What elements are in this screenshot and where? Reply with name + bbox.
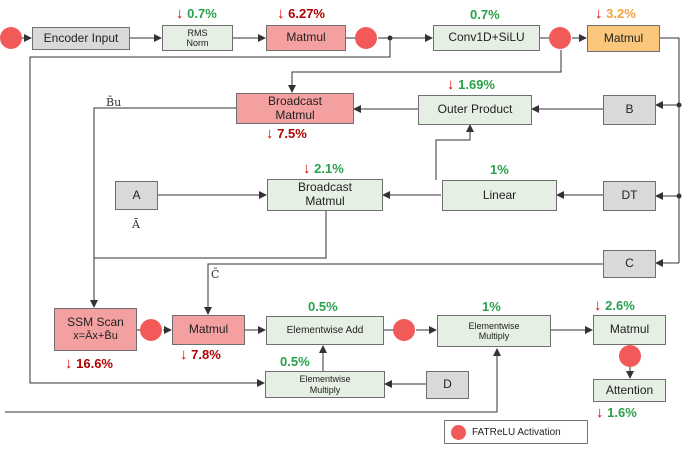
matmul-4-label: Matmul: [609, 322, 650, 337]
a-label: A: [132, 187, 141, 202]
rms-norm-delta: ↓ 0.7%: [176, 5, 217, 22]
conv-label: Conv1D+SiLU: [448, 30, 525, 45]
matmul-1-label: Matmul: [286, 30, 326, 45]
broadcast-matmul-2-line1: Broadcast: [297, 180, 353, 195]
matmul-2-delta: ↓ 3.2%: [595, 5, 636, 22]
ssm-scan-node: SSM Scan x=Āx+B̄u: [54, 308, 137, 351]
elementwise-add-delta: 0.5%: [308, 299, 338, 314]
broadcast-matmul-node-2: Broadcast Matmul: [267, 179, 383, 211]
dt-label: DT: [621, 188, 638, 203]
conv1d-silu-node: Conv1D+SiLU: [433, 25, 540, 51]
bu-symbol: B̄u: [106, 96, 122, 109]
outer-product-node: Outer Product: [418, 95, 532, 125]
rms-norm-node: RMS Norm: [162, 25, 233, 51]
c-node: C: [603, 250, 656, 278]
ssm-scan-line1: SSM Scan: [67, 315, 124, 330]
fatrelu-activation-dot-matmul: [355, 27, 377, 49]
legend-label: FATReLU Activation: [472, 426, 561, 438]
attention-delta: ↓ 1.6%: [596, 404, 637, 421]
attention-node: Attention: [593, 379, 666, 402]
ssm-scan-line2: x=Āx+B̄u: [73, 330, 118, 343]
elementwise-multiply-2-line2: Multiply: [309, 384, 341, 395]
c-label: C: [625, 256, 634, 271]
d-label: D: [443, 377, 452, 392]
elementwise-multiply-1-line1: Elementwise: [468, 320, 520, 331]
b-node: B: [603, 95, 656, 125]
broadcast-matmul-2-line2: Matmul: [305, 194, 345, 208]
fatrelu-activation-dot-attention: [619, 345, 641, 367]
conv-delta: 0.7%: [470, 7, 500, 22]
legend-activation-dot: [451, 424, 466, 440]
elementwise-multiply-2-line1: Elementwise: [299, 374, 351, 385]
ssm-scan-delta: ↓ 16.6%: [65, 355, 113, 372]
fatrelu-activation-dot-conv: [549, 27, 571, 49]
matmul-3-delta: ↓ 7.8%: [180, 346, 221, 363]
attention-label: Attention: [605, 382, 654, 397]
encoder-input-node: Encoder Input: [32, 27, 130, 50]
broadcast-matmul-1-line1: Broadcast: [267, 93, 323, 108]
elementwise-multiply-1-delta: 1%: [482, 299, 501, 314]
dt-node: DT: [603, 181, 656, 211]
matmul-4-delta: ↓ 2.6%: [594, 297, 635, 314]
rms-norm-label-line2: Norm: [186, 38, 209, 48]
broadcast-matmul-1-delta: ↓ 7.5%: [266, 125, 307, 142]
b-label: B: [625, 102, 634, 117]
fatrelu-activation-dot-add: [393, 319, 415, 341]
encoder-input-label: Encoder Input: [43, 30, 119, 45]
broadcast-matmul-node-1: Broadcast Matmul: [236, 93, 354, 124]
elementwise-add-label: Elementwise Add: [286, 324, 364, 336]
elementwise-multiply-1-line2: Multiply: [478, 331, 510, 341]
a-node: A: [115, 181, 158, 210]
elementwise-multiply-2-delta: 0.5%: [280, 354, 310, 369]
matmul-node-4: Matmul: [593, 315, 666, 345]
fatrelu-activation-dot-ssm: [140, 319, 162, 341]
elementwise-multiply-node-2: Elementwise Multiply: [265, 371, 385, 398]
fatrelu-activation-dot-input: [0, 27, 22, 49]
rms-norm-label-line1: RMS: [187, 27, 208, 38]
matmul-2-label: Matmul: [603, 30, 644, 45]
matmul-node-1: Matmul: [266, 25, 346, 51]
linear-node: Linear: [442, 180, 557, 211]
d-node: D: [426, 371, 469, 399]
linear-delta: 1%: [490, 162, 509, 177]
matmul-node-2: Matmul: [587, 25, 660, 52]
outer-product-label: Outer Product: [437, 102, 513, 117]
outer-product-delta: ↓ 1.69%: [447, 76, 495, 93]
elementwise-multiply-node-1: Elementwise Multiply: [437, 315, 551, 347]
c-bar-symbol: C̄: [211, 268, 220, 281]
elementwise-add-node: Elementwise Add: [266, 316, 384, 345]
linear-label: Linear: [482, 187, 517, 202]
broadcast-matmul-2-delta: ↓ 2.1%: [303, 160, 344, 177]
matmul-node-3: Matmul: [172, 315, 245, 345]
a-bar-symbol: Ā: [132, 218, 140, 231]
broadcast-matmul-1-line2: Matmul: [275, 107, 315, 122]
legend: FATReLU Activation: [444, 420, 588, 444]
matmul-3-label: Matmul: [188, 322, 229, 337]
matmul-1-delta: ↓ 6.27%: [277, 5, 325, 22]
